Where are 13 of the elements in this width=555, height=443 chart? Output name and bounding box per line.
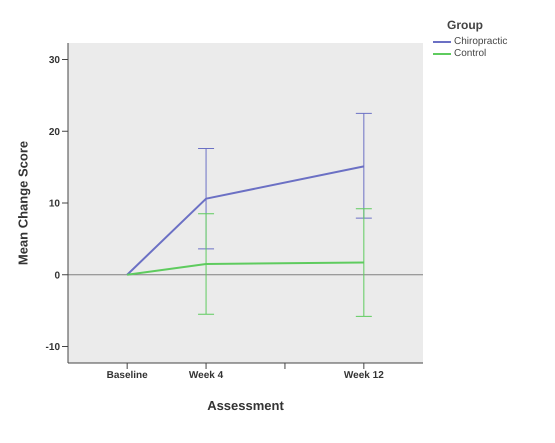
y-tick-label: 20 — [48, 126, 60, 138]
y-tick-label: -10 — [46, 342, 60, 354]
x-tick-label: Week 4 — [188, 370, 224, 382]
y-tick-label: 30 — [48, 55, 60, 66]
x-axis-title: Assessment — [207, 398, 284, 413]
x-tick-label: Week 12 — [344, 370, 384, 382]
y-tick-label: 0 — [54, 270, 60, 282]
legend-label: Control — [454, 48, 486, 60]
y-axis-title: Mean Change Score — [16, 140, 31, 266]
y-tick-label: 10 — [48, 198, 60, 210]
x-tick-label: Baseline — [106, 370, 148, 382]
legend-label: Chiropractic — [454, 36, 508, 48]
legend-title: Group — [447, 18, 484, 32]
